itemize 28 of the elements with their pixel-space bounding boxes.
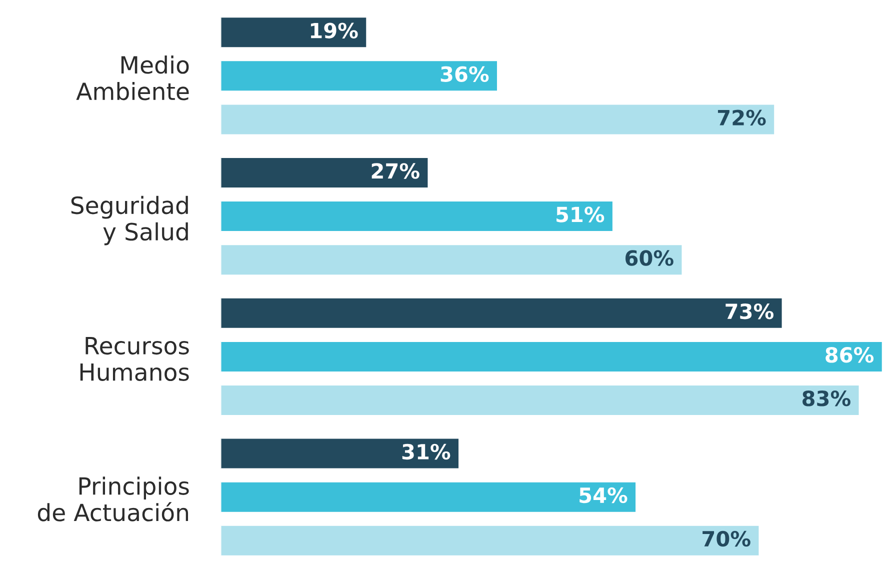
bar: [220, 60, 498, 92]
y-tick-label: Principios de Actuación: [38, 476, 189, 522]
data-label: 27%: [372, 163, 420, 179]
data-label: 70%: [702, 530, 750, 547]
data-label: 83%: [802, 390, 850, 406]
bar: [220, 437, 460, 470]
data-label: 72%: [718, 110, 766, 126]
data-label: 19%: [310, 22, 358, 38]
y-tick-label: Seguridad y Salud: [71, 196, 188, 246]
bar: [220, 103, 776, 136]
bar: [220, 200, 614, 232]
data-label: 60%: [626, 250, 674, 266]
data-label: 54%: [580, 487, 628, 504]
data-label: 86%: [826, 346, 874, 363]
data-label: 31%: [402, 444, 450, 460]
data-label: 51%: [556, 206, 604, 222]
y-tick-label: Recursos Humanos: [80, 337, 189, 382]
bar: [220, 16, 368, 49]
bar: [220, 244, 684, 276]
bar: [220, 384, 860, 416]
bar: [220, 480, 637, 514]
data-label: 36%: [440, 66, 489, 82]
y-tick-label: Medio Ambiente: [76, 56, 189, 100]
bar: [220, 297, 784, 330]
bar: [220, 340, 884, 373]
bar: [220, 524, 760, 557]
bar: [220, 156, 430, 189]
data-label: 73%: [726, 303, 774, 320]
